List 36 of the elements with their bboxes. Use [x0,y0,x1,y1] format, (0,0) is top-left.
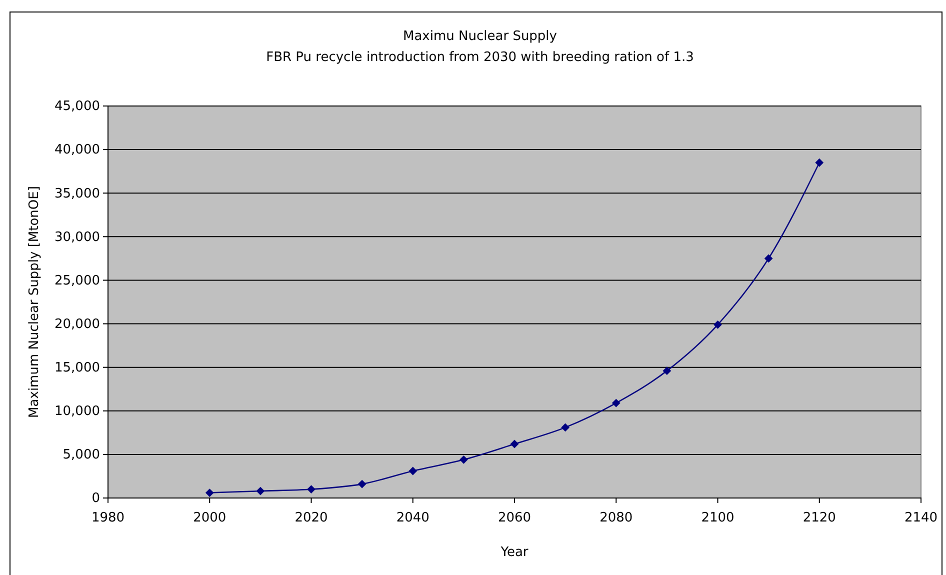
x-tick-label: 2080 [600,510,633,526]
point [510,440,519,448]
x-tick-label: 2100 [701,510,734,526]
chart-title: Maximu Nuclear Supply [403,29,558,44]
x-tick-label: 2060 [498,510,532,526]
point [358,480,366,488]
y-tick-label: 15,000 [54,360,100,376]
x-tick-label: 1980 [91,510,125,526]
y-tick-label: 40,000 [54,142,100,158]
point [561,423,570,432]
point [256,486,265,496]
y-tick-label: 5,000 [62,448,100,463]
x-tick-label: 2020 [294,510,328,526]
point [307,485,316,494]
y-tick-label: 45,000 [54,99,100,114]
y-tick-label: 25,000 [54,273,100,288]
x-axis-title: Year [500,545,529,560]
point [815,158,824,167]
point [408,466,418,476]
y-tick-label: 30,000 [54,230,100,245]
chart-subtitle: FBR Pu recycle introduction from 2030 with breeding ration of 1.3 [266,50,694,65]
y-tick-label: 10,000 [54,404,100,420]
x-tick-label: 2140 [904,510,938,526]
point [205,488,214,497]
point [764,254,773,263]
point [459,455,468,464]
point [662,366,672,376]
y-tick-label: 20,000 [54,316,100,332]
y-tick-label: 35,000 [54,186,100,202]
x-tick-label: 2000 [193,510,226,526]
x-tick-label: 2120 [802,510,836,526]
y-axis-title: Maximum Nuclear Supply [MtonOE] [27,186,42,418]
point [612,398,620,408]
x-tick-label: 2040 [396,510,430,526]
point [714,320,722,329]
y-tick-label: 0 [92,491,100,506]
